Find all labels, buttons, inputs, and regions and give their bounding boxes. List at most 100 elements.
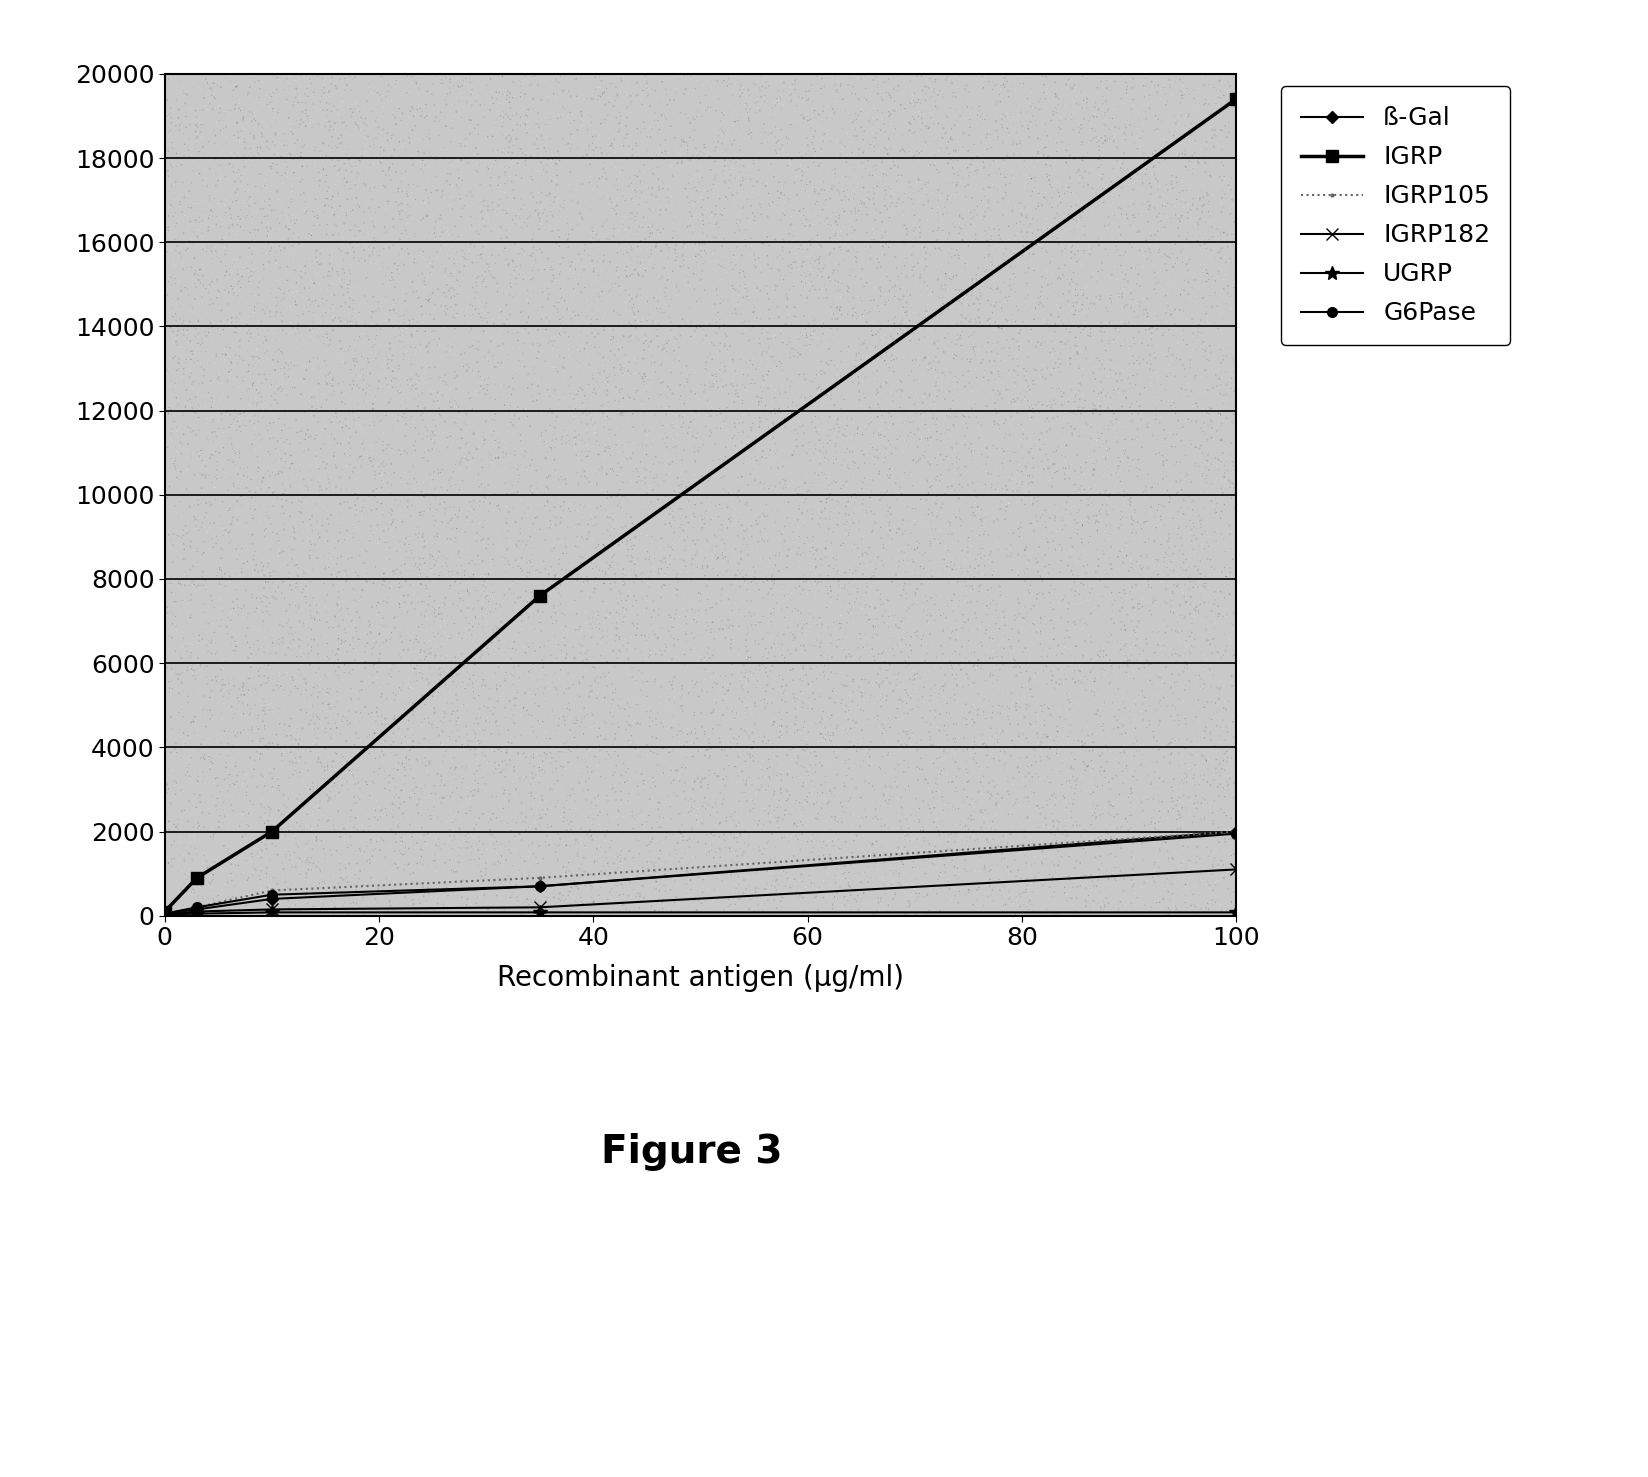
Point bbox=[923, 706, 949, 730]
Point bbox=[1106, 282, 1132, 306]
Point bbox=[470, 315, 496, 338]
Point bbox=[905, 863, 931, 886]
Point bbox=[1140, 882, 1167, 905]
Point bbox=[244, 446, 270, 470]
Point bbox=[473, 709, 499, 733]
Point bbox=[913, 183, 939, 207]
Point bbox=[1007, 746, 1033, 770]
Point bbox=[714, 331, 740, 354]
Point bbox=[1086, 656, 1112, 679]
Point bbox=[766, 269, 793, 292]
Point bbox=[1043, 495, 1070, 518]
Point bbox=[931, 609, 957, 632]
Point bbox=[1007, 761, 1033, 784]
Point bbox=[414, 254, 440, 278]
Point bbox=[405, 168, 432, 192]
Point bbox=[293, 671, 320, 694]
Point bbox=[229, 164, 255, 188]
Point bbox=[742, 876, 768, 899]
Point bbox=[832, 622, 859, 645]
Point bbox=[1055, 180, 1081, 204]
Point bbox=[1170, 188, 1196, 211]
Point bbox=[1124, 549, 1150, 573]
Point bbox=[636, 573, 662, 597]
Point bbox=[905, 449, 931, 473]
Point bbox=[496, 126, 522, 149]
Point bbox=[1038, 758, 1065, 781]
Point bbox=[593, 455, 620, 479]
Point bbox=[664, 377, 691, 400]
Point bbox=[168, 647, 194, 671]
Point bbox=[226, 126, 252, 149]
Point bbox=[656, 511, 682, 535]
Point bbox=[1107, 449, 1134, 473]
Point bbox=[780, 257, 806, 281]
Point bbox=[1027, 815, 1053, 839]
Point bbox=[229, 665, 255, 688]
Point bbox=[1101, 128, 1127, 152]
Point bbox=[949, 610, 976, 634]
Point bbox=[1014, 693, 1040, 716]
Point bbox=[850, 635, 877, 659]
Point bbox=[226, 269, 252, 292]
Point bbox=[198, 868, 224, 892]
Point bbox=[374, 801, 400, 824]
Point bbox=[994, 545, 1020, 569]
Point bbox=[707, 678, 733, 702]
Point bbox=[279, 377, 305, 400]
Point bbox=[788, 613, 814, 637]
Point bbox=[1027, 437, 1053, 461]
Point bbox=[625, 117, 651, 140]
Point bbox=[323, 560, 349, 583]
Point bbox=[232, 149, 259, 173]
Point bbox=[676, 669, 702, 693]
Point bbox=[781, 721, 808, 744]
Point bbox=[821, 607, 847, 631]
Point bbox=[641, 378, 667, 402]
Point bbox=[789, 251, 816, 275]
Point bbox=[799, 601, 826, 625]
Point bbox=[1205, 369, 1231, 393]
Point bbox=[854, 542, 880, 566]
Point bbox=[168, 843, 194, 867]
Point bbox=[808, 722, 834, 746]
Point bbox=[926, 527, 953, 551]
Point bbox=[524, 459, 550, 483]
Point bbox=[555, 883, 582, 907]
Point bbox=[583, 837, 610, 861]
Point bbox=[252, 325, 279, 349]
Point bbox=[410, 529, 437, 552]
Point bbox=[204, 883, 231, 907]
Point bbox=[567, 201, 593, 225]
Point bbox=[163, 239, 190, 263]
Point bbox=[1203, 873, 1229, 897]
Point bbox=[344, 687, 371, 710]
Point bbox=[155, 781, 181, 805]
Point bbox=[719, 573, 745, 597]
Point bbox=[422, 477, 448, 501]
Point bbox=[381, 826, 407, 849]
Point bbox=[368, 143, 394, 167]
Point bbox=[603, 93, 630, 117]
Point bbox=[1009, 244, 1035, 267]
Point bbox=[928, 378, 954, 402]
Point bbox=[376, 375, 402, 399]
Point bbox=[422, 644, 448, 668]
Point bbox=[320, 371, 346, 394]
Point bbox=[761, 700, 788, 724]
Point bbox=[872, 136, 898, 160]
Point bbox=[344, 161, 371, 185]
Point bbox=[448, 738, 475, 762]
Point bbox=[292, 261, 318, 285]
Point bbox=[1028, 193, 1055, 217]
Point bbox=[208, 118, 234, 142]
Point bbox=[176, 455, 203, 479]
Point bbox=[1083, 725, 1109, 749]
Point bbox=[615, 471, 641, 495]
Point bbox=[788, 270, 814, 294]
Point bbox=[730, 495, 756, 518]
Point bbox=[1022, 484, 1048, 508]
Point bbox=[1196, 72, 1223, 96]
Point bbox=[1119, 75, 1145, 99]
Point bbox=[610, 385, 636, 409]
